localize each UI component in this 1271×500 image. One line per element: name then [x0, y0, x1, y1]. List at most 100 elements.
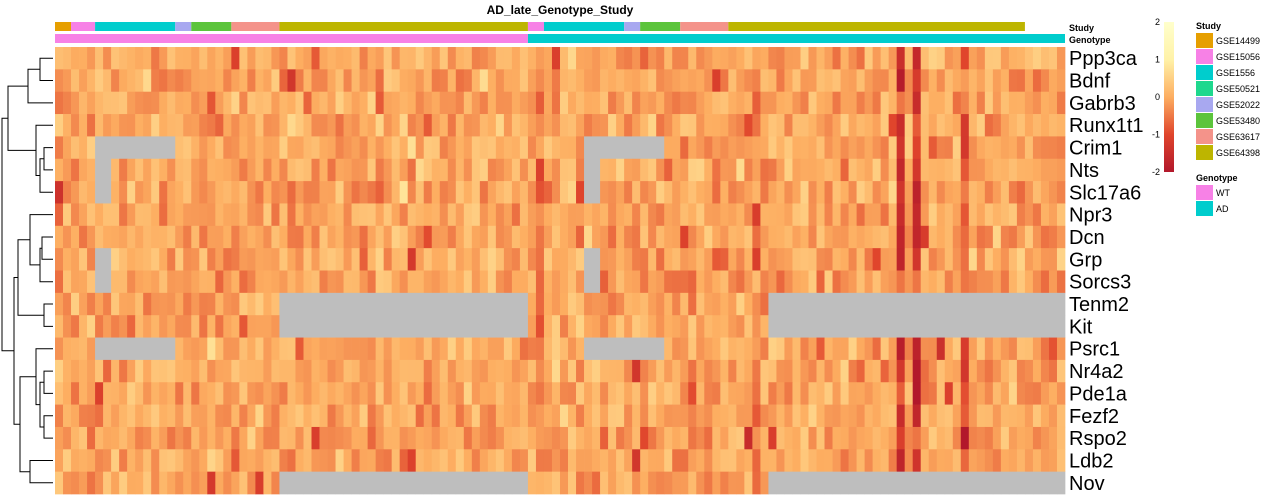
heatmap-cell — [704, 225, 713, 249]
heatmap-cell — [648, 270, 657, 294]
heatmap-cell — [175, 270, 184, 294]
heatmap-cell — [295, 359, 304, 383]
heatmap-cell — [415, 426, 425, 450]
heatmap-cell — [415, 225, 425, 249]
heatmap-cell — [776, 158, 785, 182]
heatmap-cell — [656, 471, 665, 495]
gene-label: Bdnf — [1069, 71, 1111, 93]
study-legend-swatch — [1196, 81, 1213, 96]
heatmap-cell — [648, 471, 657, 495]
heatmap-cell — [511, 203, 521, 227]
heatmap-cell — [600, 158, 609, 182]
heatmap-cell — [239, 203, 248, 227]
heatmap-cell — [391, 158, 401, 182]
heatmap-cell — [383, 292, 393, 316]
heatmap-cell — [479, 91, 489, 115]
study-legend-swatch — [1196, 65, 1213, 80]
heatmap-cell — [383, 382, 393, 405]
dendrogram-branch — [19, 376, 36, 473]
heatmap-cell — [447, 203, 457, 227]
heatmap-cell — [920, 337, 930, 361]
heatmap-cell — [279, 337, 288, 361]
heatmap-cell — [55, 382, 64, 405]
heatmap-cell — [543, 136, 553, 160]
heatmap-cell — [343, 359, 352, 383]
heatmap-cell — [584, 248, 593, 271]
heatmap-cell — [79, 270, 88, 294]
heatmap-cell — [608, 337, 617, 361]
heatmap-cell — [63, 382, 72, 405]
heatmap-cell — [119, 225, 128, 249]
heatmap-cell — [271, 449, 280, 472]
heatmap-cell — [375, 47, 384, 70]
heatmap-cell — [183, 203, 192, 227]
heatmap-cell — [880, 337, 889, 361]
heatmap-cell — [760, 359, 769, 383]
heatmap-cell — [1040, 270, 1050, 294]
heatmap-cell — [79, 426, 88, 450]
heatmap-cell — [327, 136, 336, 160]
heatmap-cell — [688, 270, 697, 294]
heatmap-cell — [736, 382, 745, 405]
heatmap-cell — [431, 315, 441, 338]
heatmap-cell — [936, 91, 946, 115]
heatmap-cell — [960, 471, 970, 495]
heatmap-cell — [247, 248, 256, 271]
heatmap-cell — [527, 225, 537, 249]
heatmap-cell — [151, 449, 160, 472]
heatmap-cell — [415, 337, 425, 361]
heatmap-cell — [231, 292, 240, 316]
heatmap-cell — [423, 69, 433, 93]
heatmap-cell — [760, 292, 769, 316]
heatmap-cell — [375, 382, 384, 405]
heatmap-cell — [423, 225, 433, 249]
heatmap-cell — [399, 69, 409, 93]
heatmap-cell — [584, 404, 593, 428]
heatmap-cell — [896, 449, 906, 472]
heatmap-cell — [736, 449, 745, 472]
heatmap-cell — [816, 203, 825, 227]
heatmap-cell — [672, 404, 681, 428]
heatmap-cell — [63, 114, 72, 137]
heatmap-cell — [487, 69, 497, 93]
heatmap-cell — [936, 315, 946, 338]
heatmap-cell — [904, 426, 914, 450]
heatmap-cell — [832, 47, 841, 70]
heatmap-cell — [904, 136, 914, 160]
heatmap-cell — [856, 158, 865, 182]
heatmap-cell — [287, 114, 296, 137]
heatmap-cell — [383, 47, 393, 70]
heatmap-cell — [864, 270, 873, 294]
heatmap-cell — [776, 270, 785, 294]
heatmap-cell — [319, 181, 328, 204]
heatmap-cell — [616, 382, 625, 405]
heatmap-cell — [487, 292, 497, 316]
heatmap-cell — [648, 337, 657, 361]
heatmap-cell — [712, 449, 721, 472]
heatmap-cell — [279, 382, 288, 405]
heatmap-cell — [952, 270, 962, 294]
study-legend-swatch — [1196, 113, 1213, 128]
heatmap-cell — [784, 181, 793, 204]
heatmap-cell — [87, 91, 96, 115]
heatmap-cell — [255, 292, 264, 316]
heatmap-cell — [560, 270, 569, 294]
heatmap-cell — [600, 471, 609, 495]
gene-label: Tenm2 — [1069, 294, 1129, 316]
heatmap-cell — [808, 136, 817, 160]
heatmap-cell — [487, 337, 497, 361]
heatmap-cell — [624, 315, 633, 338]
heatmap-cell — [71, 203, 80, 227]
heatmap-cell — [896, 315, 906, 338]
heatmap-cell — [127, 91, 136, 115]
heatmap-cell — [487, 471, 497, 495]
heatmap-cell — [1024, 449, 1034, 472]
heatmap-cell — [423, 449, 433, 472]
heatmap-cell — [167, 270, 176, 294]
heatmap-cell — [1040, 248, 1050, 271]
heatmap-cell — [1024, 158, 1034, 182]
heatmap-cell — [327, 471, 336, 495]
heatmap-cell — [511, 426, 521, 450]
heatmap-cell — [680, 69, 689, 93]
heatmap-cell — [439, 449, 449, 472]
